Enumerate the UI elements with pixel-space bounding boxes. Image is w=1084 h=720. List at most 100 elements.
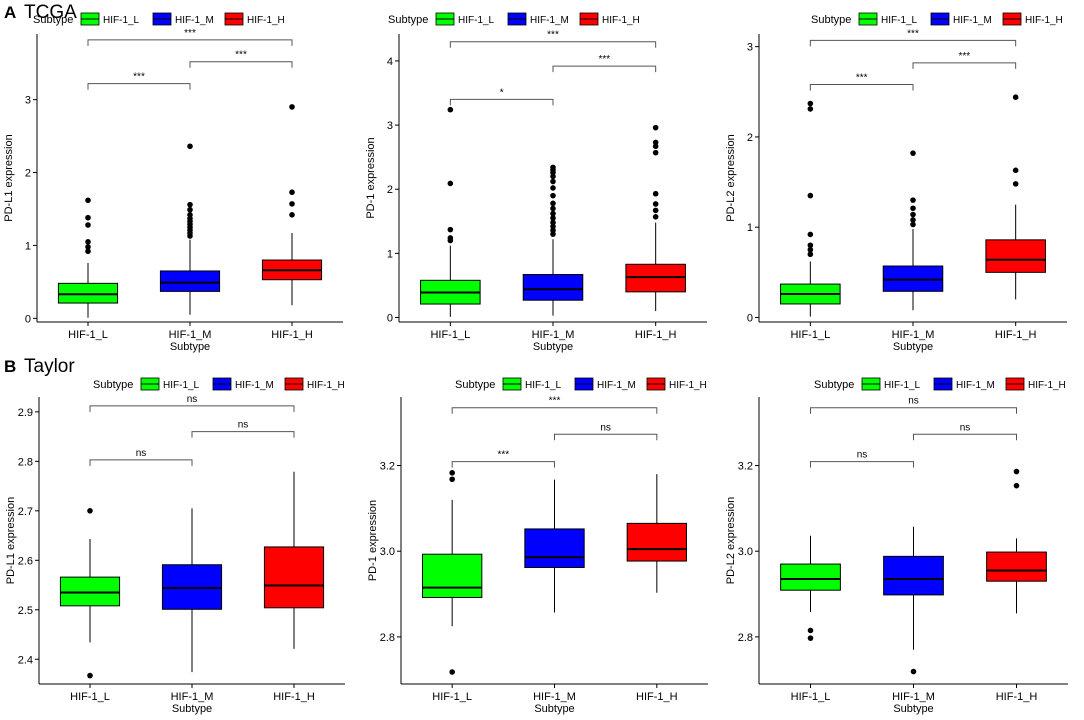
significance-label: ns: [857, 450, 868, 461]
outlier-point: [550, 192, 556, 199]
x-tick-label: HIF-1_H: [995, 329, 1037, 341]
outlier-point: [910, 221, 916, 228]
box-hif-1-h: [625, 124, 686, 312]
box-hif-1-m: [159, 143, 221, 315]
legend: Subtype HIF-1_L HIF-1_M HIF-1_H: [93, 377, 345, 391]
y-tick-label: 0: [387, 313, 393, 325]
y-tick-label: 3: [387, 120, 393, 132]
outlier-point: [652, 201, 659, 207]
outlier-point: [289, 189, 295, 196]
y-tick-label: 0: [747, 312, 753, 324]
y-tick-label: 0: [25, 313, 31, 325]
significance-label: ***: [235, 50, 247, 61]
significance-bracket: ***: [189, 50, 293, 68]
outlier-point: [85, 238, 91, 245]
x-tick-label: HIF-1_M: [892, 691, 935, 703]
significance-label: ***: [497, 450, 509, 461]
outlier-point: [807, 231, 814, 238]
bracket-line: [189, 61, 293, 68]
outlier-point: [449, 470, 455, 476]
box-body: [522, 274, 584, 301]
box-body: [780, 563, 841, 591]
y-tick-label: 2.5: [18, 605, 33, 617]
x-tick-label: HIF-1_H: [273, 691, 315, 703]
x-tick-label: HIF-1_L: [790, 329, 830, 341]
bracket-line: [809, 84, 914, 91]
outlier-point: [85, 248, 91, 255]
x-tick-label: HIF-1_H: [996, 691, 1038, 703]
significance-bracket: ns: [810, 396, 1017, 414]
x-tick-label: HIF-1_H: [636, 691, 678, 703]
bracket-line: [810, 461, 914, 468]
box-hif-1-m: [883, 526, 944, 675]
legend-label-hif-1-m: HIF-1_M: [953, 15, 992, 26]
x-tick-label: HIF-1_H: [635, 329, 677, 341]
outlier-point: [449, 476, 455, 483]
y-tick-label: 2: [387, 184, 393, 196]
bracket-line: [810, 407, 1017, 414]
x-tick-label: HIF-1_M: [532, 329, 575, 341]
outlier-point: [289, 201, 295, 207]
bracket-line: [87, 83, 191, 90]
x-tick-label: HIF-1_L: [68, 329, 108, 341]
significance-label: ns: [908, 396, 919, 407]
significance-bracket: ***: [451, 396, 658, 414]
outlier-point: [87, 508, 93, 514]
significance-label: ***: [958, 51, 970, 62]
outlier-point: [652, 149, 659, 156]
outlier-point: [85, 244, 91, 250]
section-a-letter: A: [4, 3, 16, 22]
significance-label: ns: [187, 394, 198, 405]
outlier-point: [652, 124, 659, 131]
bracket-line: [552, 65, 657, 73]
legend-label-hif-1-l: HIF-1_L: [884, 380, 921, 391]
x-tick-label: HIF-1_M: [533, 691, 576, 703]
outlier-point: [807, 192, 814, 199]
outlier-point: [1012, 181, 1019, 187]
y-tick-label: 2.8: [738, 632, 753, 644]
chart-3: Subtype HIF-1_L HIF-1_M HIF-1_H 0 1 2 3 HIF-1_L H…: [725, 12, 1067, 353]
significance-bracket: ns: [554, 422, 658, 441]
outlier-point: [449, 669, 455, 675]
legend-label-hif-1-l: HIF-1_L: [103, 15, 140, 26]
y-tick-label: 2.4: [18, 654, 33, 666]
x-axis-title: Subtype: [170, 341, 210, 353]
bracket-line: [449, 41, 657, 48]
x-tick-label: HIF-1_M: [169, 329, 212, 341]
legend-label-hif-1-m: HIF-1_M: [597, 380, 636, 391]
legend-title: Subtype: [388, 14, 428, 26]
legend-label-hif-1-l: HIF-1_L: [881, 15, 918, 26]
outlier-point: [85, 222, 91, 228]
chart-2: Subtype HIF-1_L HIF-1_M HIF-1_H 0 1 2 3 4 HIF-1_L…: [365, 12, 707, 353]
outlier-point: [550, 185, 556, 191]
legend-title: Subtype: [33, 14, 73, 26]
outlier-point: [550, 173, 556, 180]
y-tick-label: 1: [747, 222, 753, 234]
x-tick-label: HIF-1_M: [171, 691, 214, 703]
section-b-letter: B: [4, 357, 16, 376]
y-axis-title: PD-L1 expression: [5, 497, 17, 584]
y-tick-label: 3.2: [380, 461, 395, 473]
outlier-point: [550, 215, 556, 221]
x-tick-label: HIF-1_L: [791, 691, 831, 703]
outlier-point: [910, 668, 917, 675]
outlier-point: [550, 210, 556, 217]
outlier-point: [652, 143, 659, 150]
outlier-point: [550, 200, 556, 207]
significance-label: ***: [598, 54, 610, 65]
significance-bracket: ***: [449, 30, 657, 48]
significance-bracket: *: [449, 87, 554, 106]
y-tick-label: 3: [747, 42, 753, 54]
y-tick-label: 2: [747, 132, 753, 144]
outlier-point: [289, 104, 295, 110]
box-hif-1-l: [780, 100, 841, 317]
significance-label: ***: [549, 396, 561, 407]
legend-title: Subtype: [455, 379, 495, 391]
significance-bracket: ns: [913, 422, 1017, 441]
legend-label-hif-1-h: HIF-1_H: [307, 380, 345, 391]
significance-bracket: ***: [451, 450, 555, 468]
outlier-point: [910, 150, 916, 156]
y-tick-label: 3.2: [738, 461, 753, 473]
significance-bracket: ns: [89, 394, 295, 412]
bracket-line: [809, 39, 1017, 47]
